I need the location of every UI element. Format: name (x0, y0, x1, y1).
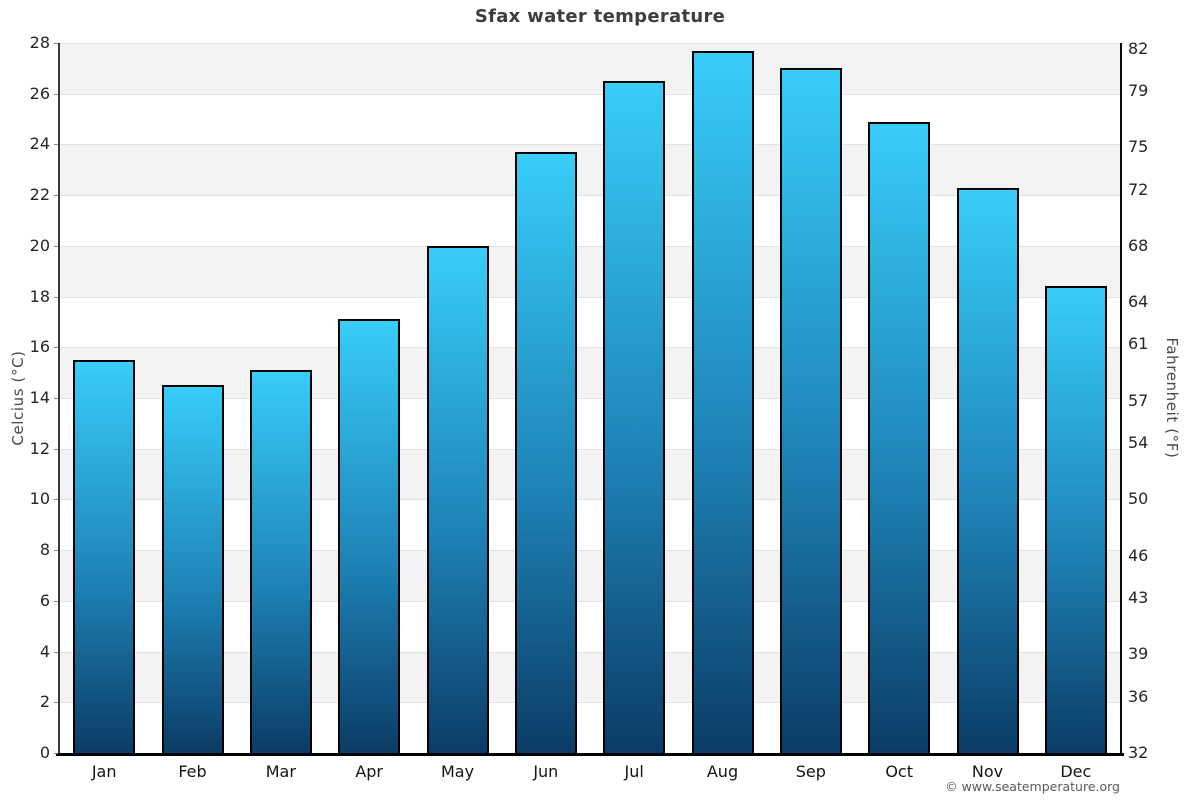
gridline (60, 702, 1120, 704)
y-tick-left: 8 (39, 540, 50, 560)
bar-mar (249, 370, 312, 753)
plot-band (60, 43, 1120, 94)
chart-title: Sfax water temperature (474, 6, 726, 27)
gridline (60, 550, 1120, 552)
y-tick-right: 39 (1128, 644, 1149, 664)
copyright-text: © www.seatemperature.org (945, 779, 1120, 794)
gridline (60, 144, 1120, 146)
plot-band (60, 448, 1120, 500)
y-tick-right: 54 (1128, 433, 1149, 453)
tick-mark (54, 753, 58, 754)
tick-mark (54, 600, 58, 602)
gridline (60, 398, 1120, 399)
plot-band (60, 245, 1120, 297)
y-tick-left: 28 (29, 33, 50, 52)
y-axis-right-line (1120, 43, 1122, 756)
bar-jul (603, 81, 666, 753)
gridline (60, 93, 1120, 95)
y-tick-right: 61 (1128, 334, 1149, 354)
x-tick-jul: Jul (624, 762, 644, 781)
tick-mark (54, 550, 58, 552)
bar-jun (514, 152, 577, 753)
y-tick-right: 43 (1128, 588, 1149, 608)
y-tick-left: 16 (29, 337, 50, 357)
x-tick-jan: Jan (91, 762, 117, 781)
y-tick-left: 14 (29, 388, 50, 407)
x-tick-nov: Nov (971, 762, 1004, 781)
bar-jan (73, 359, 136, 753)
gridline (60, 448, 1120, 450)
plot-band (60, 144, 1120, 196)
y-tick-right: 32 (1128, 743, 1149, 762)
y-tick-left: 24 (29, 134, 50, 154)
y-axis-left-line (58, 43, 60, 756)
plot-band (60, 651, 1120, 703)
y-tick-right: 64 (1128, 292, 1149, 312)
y-tick-right: 57 (1128, 390, 1149, 410)
bar-apr (338, 319, 401, 753)
y-tick-left: 0 (39, 743, 50, 762)
y-tick-right: 79 (1128, 80, 1149, 100)
y-tick-right: 46 (1128, 545, 1149, 565)
x-tick-feb: Feb (178, 762, 207, 781)
gridline (60, 296, 1120, 298)
gridline (60, 195, 1120, 197)
tick-mark (54, 296, 58, 298)
tick-mark (54, 195, 58, 197)
x-tick-dec: Dec (1060, 762, 1092, 781)
y-tick-left: 26 (29, 83, 50, 103)
y-tick-right: 75 (1128, 137, 1149, 157)
tick-mark (54, 144, 58, 146)
tick-mark (54, 347, 58, 349)
plot-area (60, 43, 1120, 753)
y-tick-left: 18 (29, 286, 50, 306)
x-tick-sep: Sep (795, 762, 826, 781)
bar-sep (779, 68, 842, 753)
plot-band (60, 550, 1120, 601)
y-tick-right: 72 (1128, 179, 1149, 199)
x-axis-line (56, 753, 1124, 756)
y-tick-right: 36 (1128, 686, 1149, 706)
tick-mark (54, 43, 58, 44)
y-tick-right: 68 (1128, 235, 1149, 255)
bar-dec (1044, 286, 1107, 753)
x-tick-apr: Apr (355, 762, 383, 781)
gridline (60, 347, 1120, 349)
tick-mark (54, 448, 58, 450)
y-tick-left: 6 (39, 590, 50, 610)
y-tick-left: 20 (29, 235, 50, 255)
x-tick-oct: Oct (885, 762, 913, 781)
y-tick-left: 12 (29, 438, 50, 458)
bar-oct (868, 121, 931, 753)
bar-nov (956, 187, 1019, 753)
y-tick-left: 4 (39, 641, 50, 661)
gridline (60, 43, 1120, 44)
gridline (60, 600, 1120, 602)
gridline (60, 245, 1120, 247)
gridline (60, 651, 1120, 653)
y-tick-left: 2 (39, 692, 50, 712)
plot-band (60, 347, 1120, 398)
x-tick-aug: Aug (706, 762, 739, 781)
x-tick-jun: Jun (533, 762, 559, 781)
tick-mark (54, 245, 58, 247)
x-tick-mar: Mar (265, 762, 296, 781)
tick-mark (54, 398, 58, 399)
x-tick-may: May (440, 762, 475, 781)
tick-mark (54, 93, 58, 95)
tick-mark (54, 499, 58, 501)
gridline (60, 499, 1120, 501)
y-tick-right: 50 (1128, 489, 1149, 509)
y-tick-left: 10 (29, 489, 50, 509)
y-tick-left: 22 (29, 185, 50, 205)
bar-may (426, 245, 489, 753)
bar-aug (691, 50, 754, 753)
tick-mark (54, 651, 58, 653)
bar-feb (161, 385, 224, 753)
y-tick-right: 82 (1128, 38, 1149, 58)
tick-mark (54, 702, 58, 704)
